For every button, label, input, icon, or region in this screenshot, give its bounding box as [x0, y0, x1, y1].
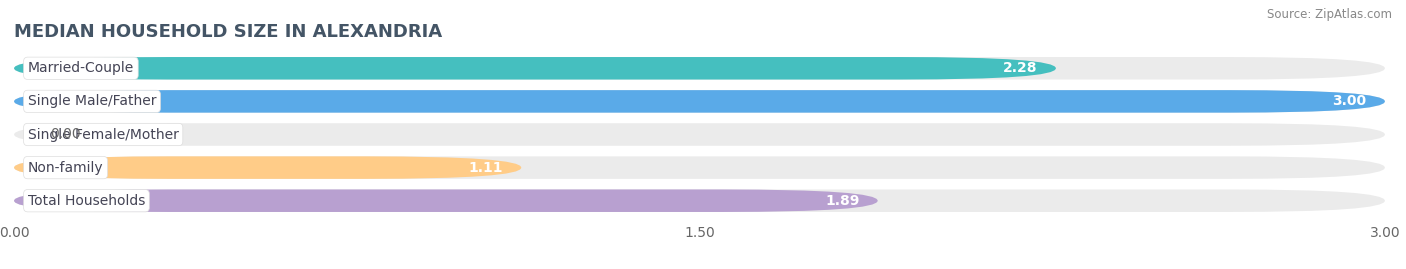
Text: Single Male/Father: Single Male/Father — [28, 94, 156, 108]
Text: Total Households: Total Households — [28, 194, 145, 208]
FancyBboxPatch shape — [14, 57, 1056, 80]
FancyBboxPatch shape — [14, 189, 1385, 212]
Text: 1.89: 1.89 — [825, 194, 859, 208]
FancyBboxPatch shape — [14, 123, 1385, 146]
Text: Source: ZipAtlas.com: Source: ZipAtlas.com — [1267, 8, 1392, 21]
FancyBboxPatch shape — [14, 90, 1385, 113]
Text: 0.00: 0.00 — [51, 128, 82, 141]
FancyBboxPatch shape — [14, 156, 522, 179]
Text: 1.11: 1.11 — [468, 161, 503, 175]
Text: 3.00: 3.00 — [1333, 94, 1367, 108]
FancyBboxPatch shape — [14, 156, 1385, 179]
Text: MEDIAN HOUSEHOLD SIZE IN ALEXANDRIA: MEDIAN HOUSEHOLD SIZE IN ALEXANDRIA — [14, 23, 441, 41]
Text: 2.28: 2.28 — [1002, 61, 1038, 75]
FancyBboxPatch shape — [14, 90, 1385, 113]
Text: Non-family: Non-family — [28, 161, 104, 175]
Text: Single Female/Mother: Single Female/Mother — [28, 128, 179, 141]
FancyBboxPatch shape — [14, 189, 877, 212]
FancyBboxPatch shape — [14, 57, 1385, 80]
Text: Married-Couple: Married-Couple — [28, 61, 134, 75]
